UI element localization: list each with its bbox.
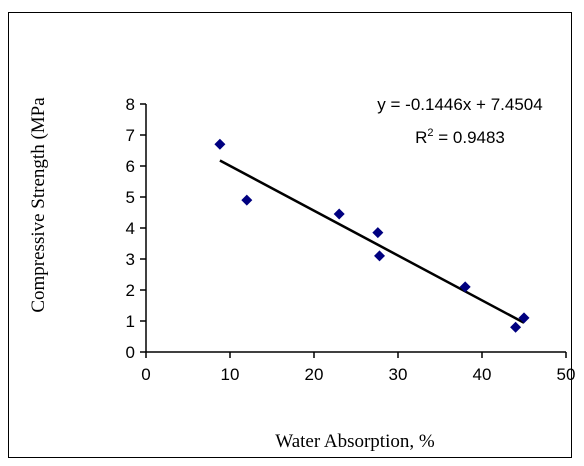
y-tick-label: 3 <box>126 250 135 269</box>
x-tick-label: 50 <box>557 365 576 384</box>
data-point <box>333 208 345 220</box>
x-tick-label: 0 <box>141 365 150 384</box>
y-axis-ticks: 0 1 2 3 4 5 6 7 8 <box>126 95 146 362</box>
data-point <box>241 194 253 206</box>
trendline-equation: y = -0.1446x + 7.4504 <box>377 95 542 114</box>
y-tick-label: 7 <box>126 126 135 145</box>
y-axis-title: Compressive Strength (MPa <box>28 97 49 313</box>
r-squared-value: = 0.9483 <box>434 128 505 147</box>
y-tick-label: 8 <box>126 95 135 114</box>
x-tick-label: 20 <box>305 365 324 384</box>
x-axis-ticks: 0 10 20 30 40 50 <box>141 352 575 384</box>
data-point <box>510 321 522 333</box>
x-tick-label: 10 <box>221 365 240 384</box>
y-tick-label: 1 <box>126 312 135 331</box>
r-squared-label: R2 = 0.9483 <box>415 127 505 147</box>
y-tick-label: 4 <box>126 219 135 238</box>
data-point <box>372 227 384 239</box>
data-point <box>518 312 530 324</box>
y-tick-label: 0 <box>126 343 135 362</box>
x-tick-label: 30 <box>389 365 408 384</box>
y-tick-label: 2 <box>126 281 135 300</box>
x-axis-title: Water Absorption, % <box>275 431 435 452</box>
chart-frame <box>8 12 572 458</box>
y-tick-label: 6 <box>126 157 135 176</box>
y-tick-label: 5 <box>126 188 135 207</box>
data-point <box>214 138 226 150</box>
r-squared-prefix: R <box>415 128 427 147</box>
x-tick-label: 40 <box>473 365 492 384</box>
data-points <box>214 138 530 333</box>
data-point <box>374 250 386 262</box>
data-point <box>459 281 471 293</box>
r-squared-superscript: 2 <box>427 127 433 139</box>
trendline <box>219 159 525 324</box>
